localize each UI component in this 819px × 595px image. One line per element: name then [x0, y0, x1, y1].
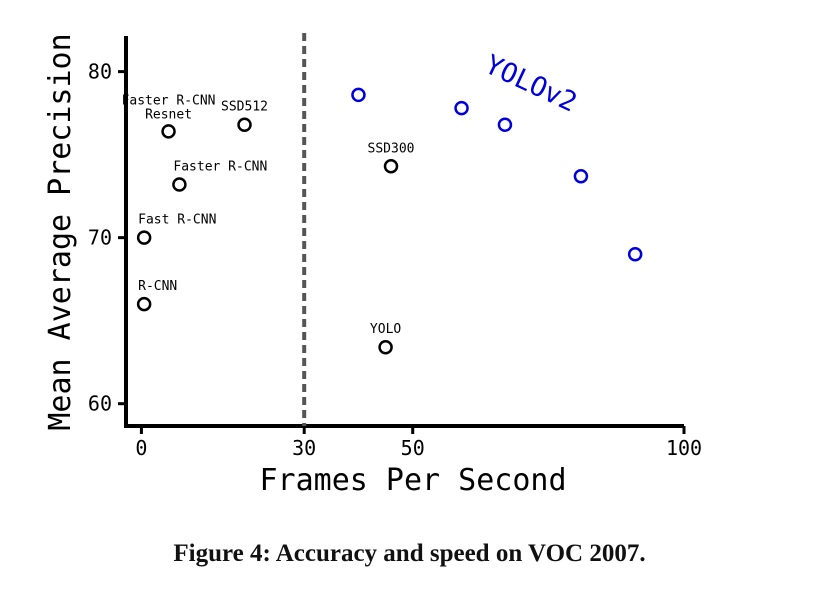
data-point — [136, 230, 152, 245]
data-point-label: SSD512 — [221, 100, 268, 115]
data-point-label: Resnet — [145, 107, 192, 122]
data-point-label: SSD300 — [368, 141, 415, 156]
data-point — [161, 124, 176, 139]
yolov2-data-point — [497, 117, 513, 132]
data-point — [383, 159, 399, 174]
yolov2-data-point — [351, 87, 366, 103]
data-point-label: Faster R-CNN — [122, 93, 216, 108]
x-tick-label: 0 — [135, 436, 147, 460]
yolov2-series-label: YOLOv2 — [480, 49, 582, 118]
data-point — [172, 177, 187, 192]
x-axis-title: Frames Per Second — [259, 463, 566, 498]
data-point — [378, 339, 393, 355]
data-point-label: Faster R-CNN — [173, 160, 267, 175]
x-tick-label: 50 — [401, 436, 425, 460]
figure-caption-text: Accuracy and speed on VOC 2007. — [275, 540, 646, 567]
y-tick-label: 80 — [88, 60, 112, 84]
y-tick-label: 60 — [88, 392, 112, 416]
y-axis-title: Mean Average Precision — [43, 33, 78, 430]
scatter-chart: Frames Per Second Mean Average Precision… — [43, 33, 702, 498]
data-point-label: Fast R-CNN — [138, 213, 216, 228]
x-tick-label: 30 — [292, 436, 316, 460]
x-tick-label: 100 — [666, 436, 702, 460]
figure-caption-label: Figure 4: — [173, 540, 271, 567]
yolov2-data-point — [627, 247, 643, 262]
data-point — [136, 296, 152, 312]
data-point — [237, 117, 252, 132]
y-tick-label: 70 — [88, 226, 112, 250]
data-point-label: R-CNN — [138, 279, 177, 294]
figure-caption: Figure 4: Accuracy and speed on VOC 2007… — [0, 540, 819, 568]
data-point-label: YOLO — [370, 322, 401, 337]
yolov2-data-point — [454, 100, 469, 116]
yolov2-data-point — [573, 168, 589, 184]
